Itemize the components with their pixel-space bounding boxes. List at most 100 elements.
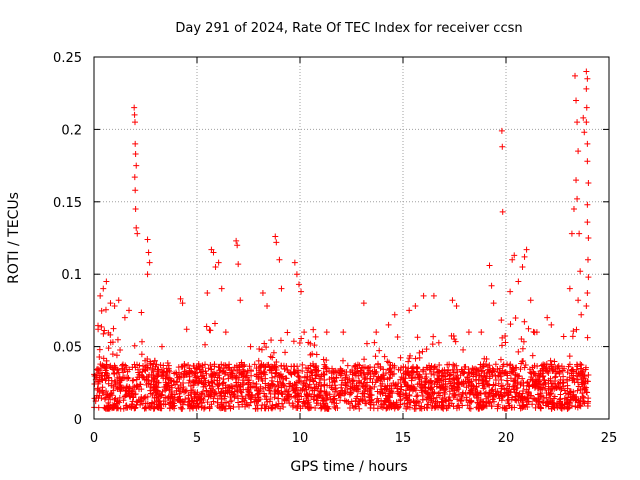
data-point xyxy=(228,397,235,404)
data-point xyxy=(157,392,164,399)
data-point xyxy=(144,271,151,278)
y-tick-label: 0.1 xyxy=(61,268,82,283)
data-point xyxy=(107,339,114,346)
data-point xyxy=(427,399,434,406)
y-tick-label: 0.15 xyxy=(53,196,82,211)
data-point xyxy=(450,383,457,390)
data-point xyxy=(394,334,401,341)
data-point xyxy=(141,405,148,412)
data-point xyxy=(505,402,512,409)
data-point xyxy=(507,375,514,382)
data-point xyxy=(501,369,508,376)
data-point xyxy=(214,399,221,406)
y-tick-label: 0 xyxy=(74,413,82,428)
data-point xyxy=(490,381,497,388)
data-point xyxy=(119,362,126,369)
data-point xyxy=(169,395,176,402)
data-point xyxy=(434,375,441,382)
data-point xyxy=(504,372,511,379)
data-point xyxy=(459,380,466,387)
data-point xyxy=(584,256,591,263)
data-point xyxy=(521,318,528,325)
data-point xyxy=(175,364,182,371)
data-point xyxy=(133,398,140,405)
data-point xyxy=(152,390,159,397)
data-point xyxy=(280,403,287,410)
data-point xyxy=(98,323,105,330)
data-point xyxy=(574,195,581,202)
data-point xyxy=(353,383,360,390)
data-point xyxy=(100,285,107,292)
data-point xyxy=(222,405,229,412)
data-point xyxy=(203,323,210,330)
data-point xyxy=(105,399,112,406)
data-point xyxy=(418,387,425,394)
data-points xyxy=(91,68,592,412)
data-point xyxy=(132,206,139,213)
data-point xyxy=(463,396,470,403)
data-point xyxy=(172,381,179,388)
data-point xyxy=(262,363,269,370)
data-point xyxy=(109,392,116,399)
data-point xyxy=(309,350,316,357)
data-point xyxy=(107,362,114,369)
data-point xyxy=(239,363,246,370)
data-point xyxy=(579,390,586,397)
data-point xyxy=(349,402,356,409)
data-point xyxy=(235,403,242,410)
data-point xyxy=(353,395,360,402)
data-point xyxy=(537,371,544,378)
data-point xyxy=(544,314,551,321)
data-point xyxy=(207,392,214,399)
data-point xyxy=(277,337,284,344)
data-point xyxy=(148,400,155,407)
data-point xyxy=(109,351,116,358)
data-point xyxy=(266,398,273,405)
data-point xyxy=(284,394,291,401)
data-point xyxy=(263,344,270,351)
data-point xyxy=(527,297,534,304)
data-point xyxy=(147,403,154,410)
data-point xyxy=(193,391,200,398)
data-point xyxy=(162,394,169,401)
data-point xyxy=(498,342,505,349)
data-point xyxy=(186,405,193,412)
data-point xyxy=(517,366,524,373)
data-point xyxy=(453,387,460,394)
data-point xyxy=(507,321,514,328)
data-point xyxy=(103,278,110,285)
data-point xyxy=(140,395,147,402)
data-point xyxy=(539,384,546,391)
data-point xyxy=(573,97,580,104)
data-point xyxy=(561,401,568,408)
data-point xyxy=(277,379,284,386)
data-point xyxy=(532,372,539,379)
data-point xyxy=(177,381,184,388)
data-point xyxy=(566,374,573,381)
data-point xyxy=(405,371,412,378)
data-point xyxy=(434,369,441,376)
data-point xyxy=(321,405,328,412)
data-point xyxy=(289,384,296,391)
data-point xyxy=(567,396,574,403)
data-point xyxy=(414,392,421,399)
data-point xyxy=(371,368,378,375)
data-point xyxy=(296,340,303,346)
data-point xyxy=(113,405,120,412)
data-point xyxy=(521,364,528,371)
data-point xyxy=(392,381,399,388)
data-point xyxy=(578,361,585,368)
data-point xyxy=(312,405,319,412)
data-point xyxy=(426,366,433,373)
data-point xyxy=(490,300,497,307)
data-point xyxy=(408,370,415,377)
data-point xyxy=(366,387,373,394)
data-point xyxy=(540,376,547,383)
data-point xyxy=(386,394,393,401)
data-point xyxy=(130,377,137,384)
data-point xyxy=(179,300,186,307)
data-point xyxy=(323,365,330,372)
data-point xyxy=(430,292,437,299)
data-point xyxy=(385,397,392,404)
data-point xyxy=(202,341,209,348)
